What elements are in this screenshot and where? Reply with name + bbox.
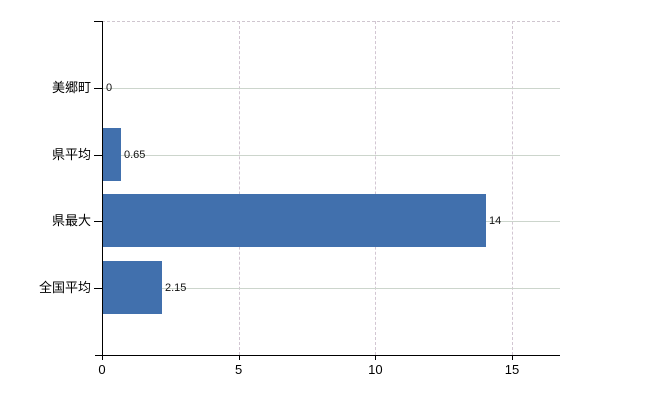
x-tick-label: 15	[504, 362, 520, 377]
x-tick-label: 5	[235, 362, 243, 377]
category-label: 県最大	[51, 213, 91, 228]
value-label: 0.65	[124, 149, 146, 161]
value-label: 0	[106, 82, 113, 94]
x-tick-label: 10	[368, 362, 383, 377]
bar	[103, 128, 121, 181]
vertical-gridline	[512, 21, 513, 355]
value-label: 14	[489, 215, 502, 227]
y-axis-tick	[94, 221, 102, 222]
vertical-gridline	[238, 21, 240, 355]
y-axis-tick	[94, 88, 102, 89]
category-label: 全国平均	[38, 280, 91, 295]
x-axis-tick	[238, 355, 240, 360]
vertical-gridline	[375, 21, 377, 355]
category-label: 美郷町	[51, 80, 91, 95]
horizontal-gridline	[102, 155, 560, 156]
y-axis-tick	[94, 155, 102, 156]
value-label: 2.15	[165, 282, 187, 294]
x-axis-tick	[102, 355, 103, 360]
category-label: 県平均	[51, 147, 91, 162]
horizontal-gridline	[102, 88, 560, 89]
plot-top-border	[102, 21, 560, 22]
bar	[103, 194, 486, 247]
x-axis-tick	[512, 355, 513, 360]
x-tick-label: 0	[98, 362, 106, 377]
x-axis	[95, 355, 560, 356]
x-axis-tick	[375, 355, 377, 360]
y-axis	[102, 21, 103, 356]
bar	[103, 261, 162, 314]
y-axis-end-tick	[94, 21, 102, 22]
y-axis-tick	[94, 288, 102, 289]
horizontal-gridline	[102, 288, 560, 289]
